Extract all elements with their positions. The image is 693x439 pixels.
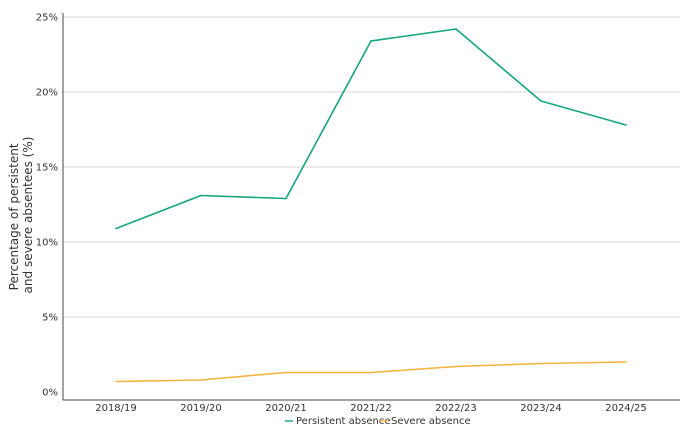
persistent-absence-point [115, 227, 117, 230]
x-tick-label: 2024/25 [605, 403, 647, 414]
y-tick-label: 0% [42, 388, 58, 399]
severe-absence-point [285, 371, 287, 374]
y-tick-label: 15% [36, 163, 58, 174]
legend-label-severe: Severe absence [391, 416, 471, 427]
x-tick-label: 2019/20 [180, 403, 222, 414]
gridlines [63, 16, 680, 318]
x-tick-label: 2018/19 [95, 403, 137, 414]
legend: Persistent absence Severe absence [285, 416, 471, 427]
persistent-absence-line [115, 28, 627, 230]
y-tick-label: 10% [36, 238, 58, 249]
persistent-absence-point [455, 28, 457, 30]
y-axis-title: Percentage of persistent and severe abse… [7, 137, 35, 294]
persistent-absence-point [540, 100, 542, 102]
x-tick-label: 2022/23 [435, 403, 477, 414]
series [115, 28, 627, 383]
y-axis-title-line-1: Percentage of persistent [7, 143, 21, 290]
x-tick-label: 2020/21 [265, 403, 307, 414]
severe-absence-point [370, 371, 372, 374]
tick-labels: 0% 5% 10% 15% 20% 25% 2018/19 2019/20 2020/21 202… [36, 13, 647, 415]
persistent-absence-point [285, 197, 287, 200]
persistent-absence-point [370, 40, 372, 42]
persistent-absence-point [200, 194, 202, 197]
severe-absence-point [200, 379, 202, 381]
y-tick-label: 25% [36, 13, 58, 24]
axes [62, 13, 680, 401]
severe-absence-point [115, 380, 117, 383]
severe-absence-point [540, 362, 542, 365]
severe-absence-point [455, 365, 457, 368]
y-tick-label: 5% [42, 313, 58, 324]
persistent-absence-point [625, 124, 627, 126]
x-tick-label: 2023/24 [520, 403, 562, 414]
y-axis-title-line-2: and severe absentees (%) [21, 137, 35, 294]
x-tick-label: 2021/22 [350, 403, 392, 414]
severe-absence-point [625, 361, 627, 363]
y-tick-label: 20% [36, 88, 58, 99]
legend-label-persistent: Persistent absence [296, 416, 390, 427]
